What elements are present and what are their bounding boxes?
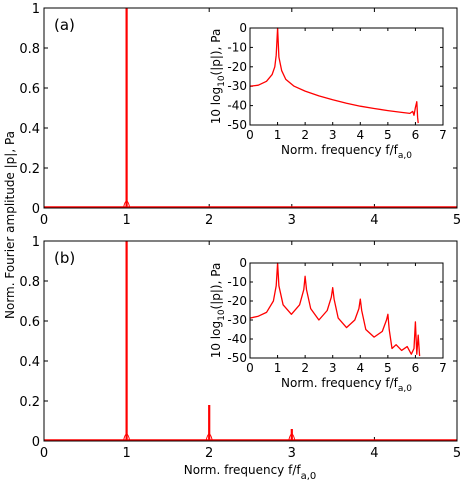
x-tick-label: 5 [453, 213, 461, 228]
y-tick-label: 0 [32, 435, 40, 450]
x-tick-label: 5 [453, 446, 461, 461]
inset-y-tick-label: -40 [227, 99, 247, 113]
inset-x-tick-label: 5 [384, 128, 392, 142]
inset-background [250, 28, 443, 125]
inset-y-tick-label: 0 [239, 256, 247, 270]
panel-label: (b) [54, 249, 75, 267]
inset-x-axis-label: Norm. frequency f/fa,0 [281, 143, 412, 161]
y-tick-label: 0.4 [19, 355, 40, 370]
inset-x-tick-label: 3 [329, 128, 337, 142]
inset-y-tick-label: -20 [227, 60, 247, 74]
inset-spectrum-line [249, 262, 421, 357]
peak-skirt [205, 433, 213, 441]
inset-background [250, 263, 443, 358]
y-tick-label: 0 [32, 202, 40, 217]
inset-frame [249, 27, 444, 126]
inset-chart: 0 1 2 3 4 5 6 7 0 -10 -20 -30 -40 -50 Norm. frequency … [209, 21, 447, 161]
x-tick-label: 3 [288, 446, 296, 461]
inset-x-tick-label: 1 [274, 128, 282, 142]
plot-frame [43, 7, 458, 209]
y-tick-label: 0.6 [19, 315, 40, 330]
inset-x-tick-label: 6 [412, 128, 420, 142]
y-axis-label: Norm. Fourier amplitude |p|, Pa [3, 131, 17, 319]
x-tick-label: 1 [122, 213, 130, 228]
inset-x-tick-label: 1 [274, 361, 282, 375]
panel-label: (a) [54, 16, 75, 34]
inset-y-tick-label: -30 [227, 79, 247, 93]
x-tick-label: 2 [205, 213, 213, 228]
x-tick-label: 3 [288, 213, 296, 228]
inset-x-tick-label: 0 [246, 128, 254, 142]
panel-b: 0 1 2 3 4 5 0 0.2 0.4 0.6 0.8 1 (b) 0 1 2 3 4 5 6 7 0 -10 -20 -3… [19, 235, 461, 461]
inset-y-tick-label: -50 [227, 351, 247, 365]
inset-frame [249, 262, 444, 359]
inset-y-tick-label: -30 [227, 313, 247, 327]
inset-x-tick-label: 6 [412, 361, 420, 375]
inset-x-tick-label: 2 [301, 361, 309, 375]
inset-y-tick-label: -10 [227, 40, 247, 54]
x-tick-label: 2 [205, 446, 213, 461]
y-tick-label: 1 [32, 235, 40, 250]
inset-y-tick-label: 0 [239, 21, 247, 35]
inset-x-tick-label: 7 [439, 128, 447, 142]
y-tick-label: 0.8 [19, 275, 40, 290]
y-tick-label: 0.4 [19, 122, 40, 137]
x-tick-label: 4 [370, 213, 378, 228]
peak-skirt [123, 200, 131, 208]
y-tick-label: 0.8 [19, 42, 40, 57]
peak-skirt [288, 433, 296, 441]
inset-y-tick-label: -50 [227, 118, 247, 132]
inset-x-tick-label: 3 [329, 361, 337, 375]
y-tick-label: 0.2 [19, 395, 40, 410]
inset-x-tick-label: 7 [439, 361, 447, 375]
inset-x-tick-label: 4 [356, 128, 364, 142]
panel-a: 0 1 2 3 4 5 0 0.2 0.4 0.6 0.8 1 (a) 0 1 2 3 4 5 6 7 0 -10 -20 -3… [19, 2, 461, 228]
x-axis-label: Norm. frequency f/fa,0 [184, 463, 317, 482]
x-tick-label: 1 [122, 446, 130, 461]
y-tick-label: 0.2 [19, 162, 40, 177]
inset-x-tick-label: 5 [384, 361, 392, 375]
inset-y-axis-label: 10 log10(|p|), Pa [209, 29, 227, 125]
inset-y-tick-label: -40 [227, 332, 247, 346]
inset-x-tick-label: 4 [356, 361, 364, 375]
x-tick-label: 4 [370, 446, 378, 461]
inset-y-tick-label: -20 [227, 294, 247, 308]
inset-y-tick-label: -10 [227, 275, 247, 289]
y-tick-label: 0.6 [19, 82, 40, 97]
peak-skirt [123, 433, 131, 441]
inset-y-axis-label: 10 log10(|p|), Pa [209, 263, 227, 359]
plot-frame [43, 240, 458, 442]
inset-chart: 0 1 2 3 4 5 6 7 0 -10 -20 -30 -40 -50 Norm. frequency … [209, 256, 447, 394]
inset-x-tick-label: 0 [246, 361, 254, 375]
x-tick-label: 0 [40, 446, 48, 461]
inset-x-axis-label: Norm. frequency f/fa,0 [281, 376, 412, 394]
x-tick-label: 0 [40, 213, 48, 228]
y-tick-label: 1 [32, 2, 40, 17]
inset-x-tick-label: 2 [301, 128, 309, 142]
inset-spectrum-line [249, 27, 419, 124]
